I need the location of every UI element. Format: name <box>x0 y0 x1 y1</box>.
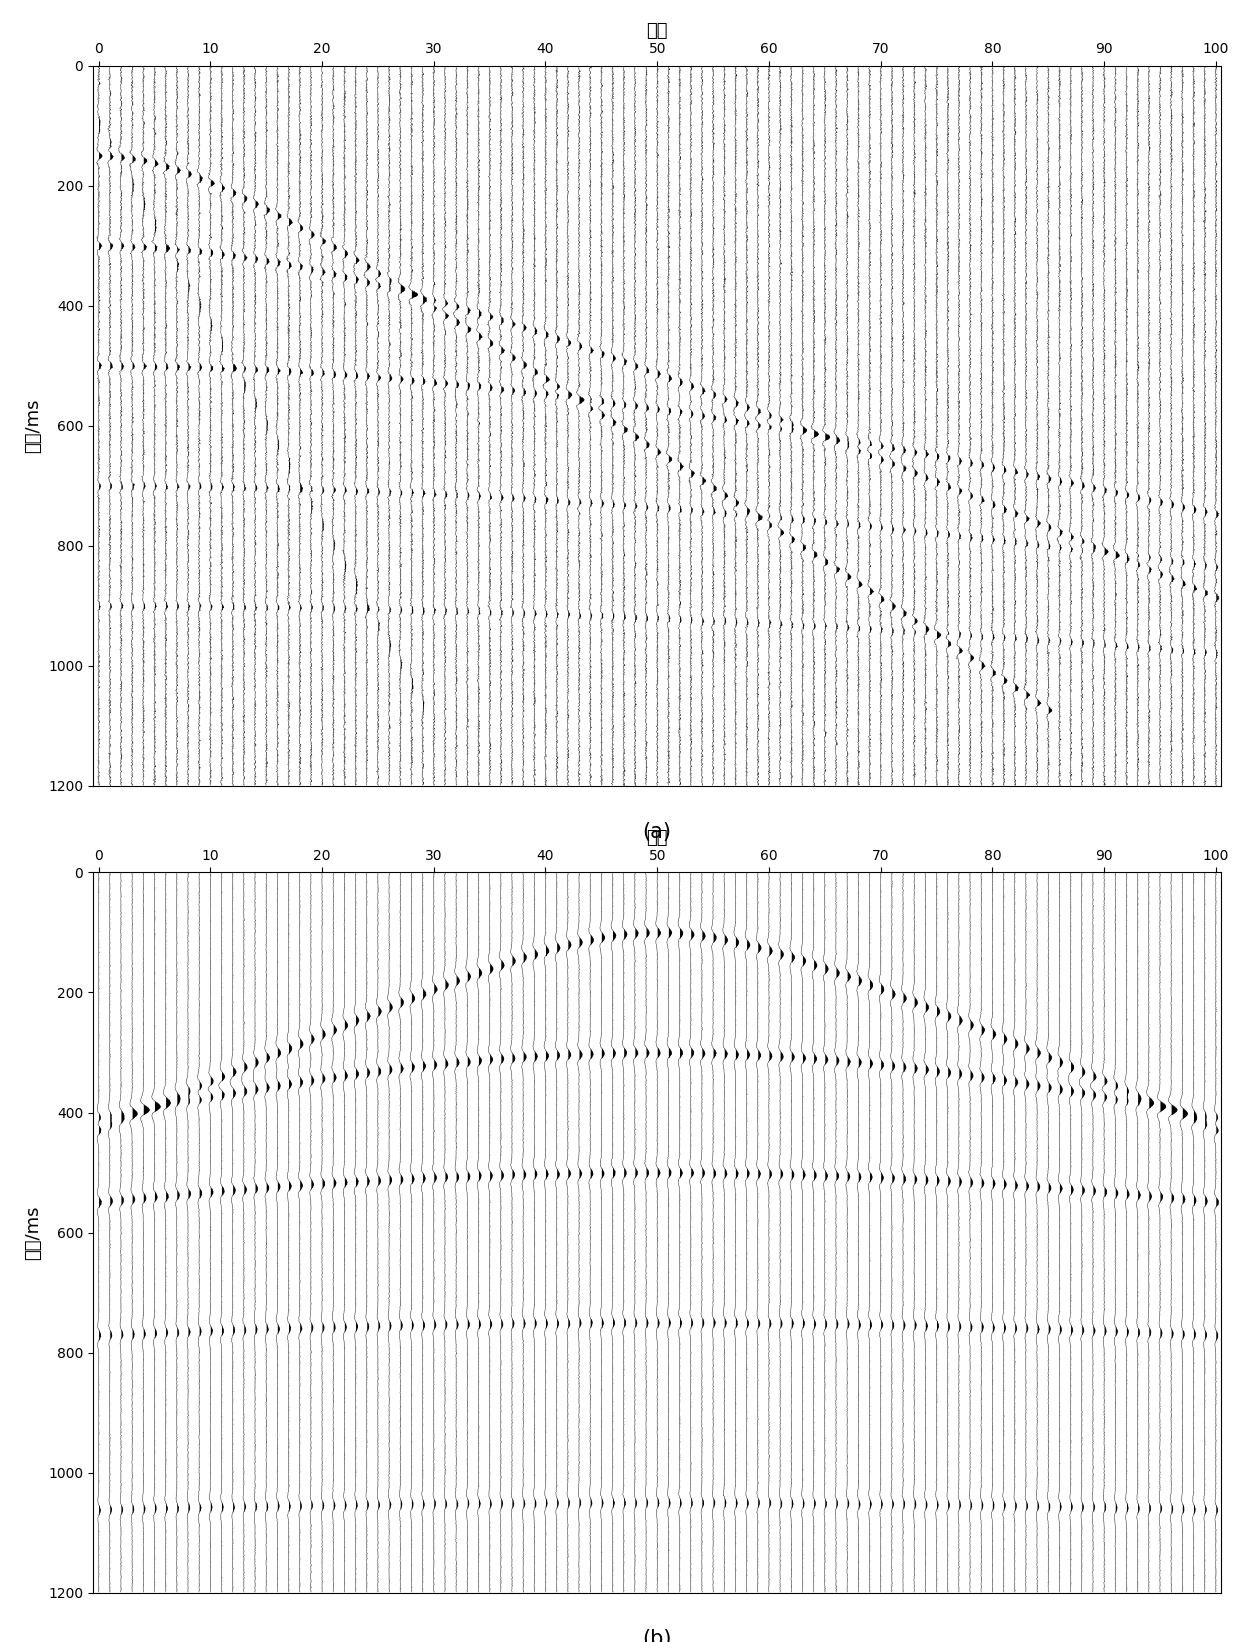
Text: (b): (b) <box>642 1629 672 1642</box>
X-axis label: 道号: 道号 <box>646 23 668 41</box>
Y-axis label: 时间/ms: 时间/ms <box>25 1205 42 1259</box>
X-axis label: 道号: 道号 <box>646 829 668 847</box>
Text: (a): (a) <box>642 823 672 842</box>
Y-axis label: 时间/ms: 时间/ms <box>25 399 42 453</box>
